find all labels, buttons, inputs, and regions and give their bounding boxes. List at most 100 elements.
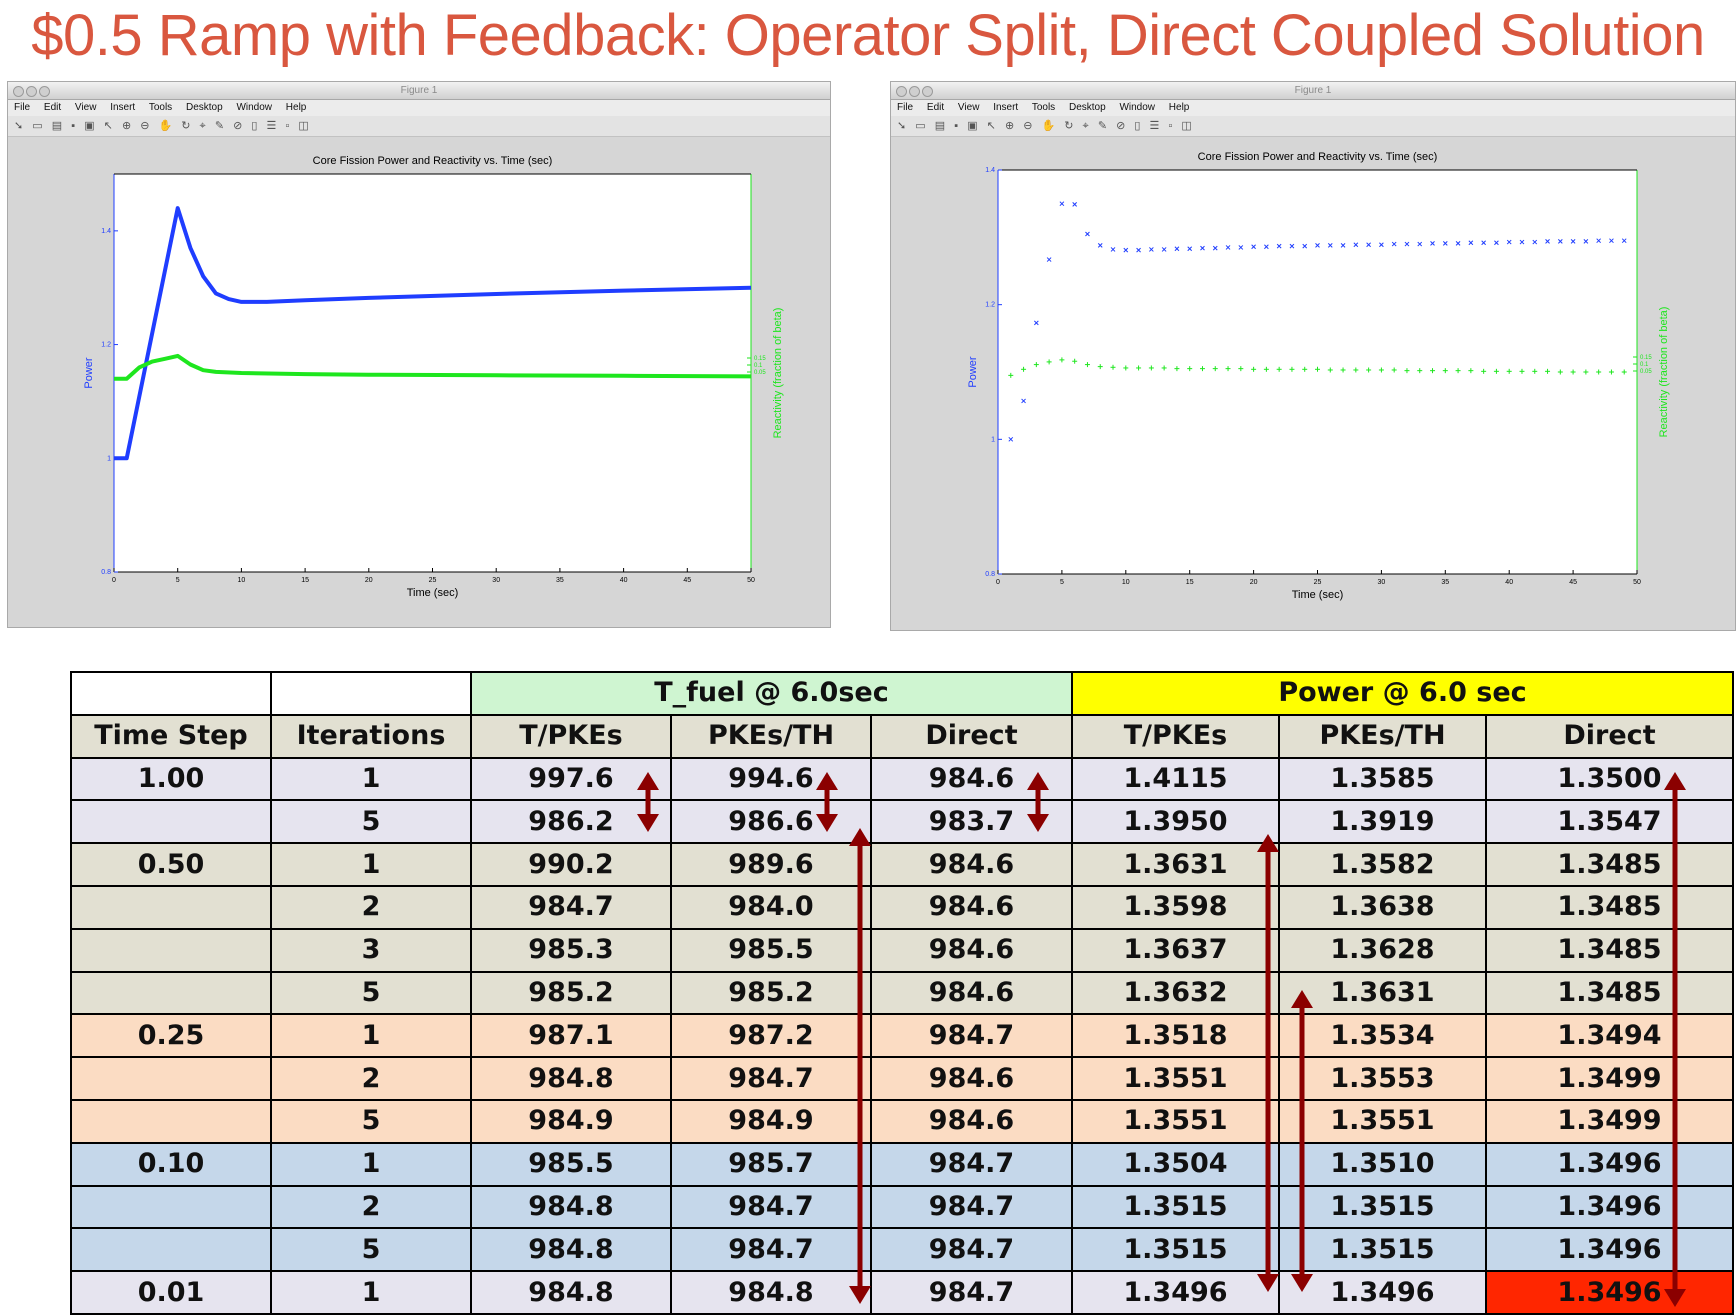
- table-cell: 1.3496: [1484, 1270, 1735, 1315]
- x-tick-label: 15: [1186, 579, 1194, 586]
- marker-stroke: [1085, 231, 1090, 237]
- brush-icon[interactable]: ✎: [1097, 120, 1111, 132]
- pan-hand-icon[interactable]: ✋: [158, 120, 176, 132]
- dock-icon[interactable]: ◫: [1181, 120, 1195, 132]
- x-tick-label: 50: [1633, 579, 1641, 586]
- save-icon[interactable]: ▪: [71, 120, 79, 132]
- open-file-icon[interactable]: ▤: [51, 120, 66, 132]
- hide-tools-icon[interactable]: ▫: [1168, 120, 1176, 132]
- data-cursor-icon[interactable]: ⌖: [199, 120, 209, 132]
- dock-icon[interactable]: ◫: [298, 120, 312, 132]
- menu-window[interactable]: Window: [1119, 102, 1156, 113]
- marker-stroke: [1302, 243, 1308, 249]
- power-data-point: [1302, 243, 1308, 249]
- select-pointer-icon[interactable]: ↖: [986, 120, 999, 132]
- new-figure-icon[interactable]: ▭: [32, 120, 46, 132]
- y2-tick-label: 0.05: [1640, 369, 1652, 375]
- link-plot-icon[interactable]: ⊘: [1116, 120, 1129, 132]
- table-cell: 1.3551: [1071, 1056, 1280, 1101]
- column-header: T/PKEs: [1071, 713, 1280, 759]
- table-cell: 1.3485: [1484, 927, 1735, 973]
- marker-stroke: [1506, 239, 1512, 245]
- menu-tools[interactable]: Tools: [1031, 102, 1056, 113]
- window-close-button[interactable]: [13, 86, 24, 97]
- table-cell: 1.3515: [1278, 1227, 1487, 1273]
- pan-hand-icon[interactable]: ✋: [1041, 120, 1059, 132]
- window-zoom-button[interactable]: [922, 86, 933, 97]
- figure-window-titlebar: Figure 1: [891, 82, 1735, 100]
- table-cell: 5: [270, 1098, 472, 1144]
- table-cell: 984.6: [870, 884, 1073, 930]
- zoom-out-icon[interactable]: ⊖: [140, 120, 153, 132]
- arrow-tool-icon[interactable]: ➘: [897, 120, 910, 132]
- menu-tools[interactable]: Tools: [148, 102, 173, 113]
- menu-desktop[interactable]: Desktop: [185, 102, 223, 113]
- power-data-point: [1315, 243, 1320, 248]
- reactivity-data-point: [1378, 367, 1384, 373]
- column-header: Iterations: [270, 713, 472, 759]
- menu-file[interactable]: File: [897, 102, 914, 113]
- menu-desktop[interactable]: Desktop: [1068, 102, 1106, 113]
- rotate-3d-icon[interactable]: ↻: [1064, 120, 1077, 132]
- table-cell: 984.8: [470, 1184, 672, 1230]
- colorbar-icon[interactable]: ▯: [1134, 120, 1144, 132]
- table-cell: 984.6: [870, 927, 1073, 973]
- reactivity-data-point: [1481, 368, 1487, 374]
- print-icon[interactable]: ▣: [84, 120, 98, 132]
- reactivity-data-point: [1046, 359, 1052, 365]
- reactivity-data-point: [1302, 366, 1308, 372]
- colorbar-icon[interactable]: ▯: [251, 120, 261, 132]
- zoom-in-icon[interactable]: ⊕: [1004, 120, 1018, 132]
- zoom-out-icon[interactable]: ⊖: [1023, 120, 1036, 132]
- window-minimize-button[interactable]: [26, 86, 37, 97]
- menu-file[interactable]: File: [14, 102, 31, 113]
- menu-window[interactable]: Window: [236, 102, 273, 113]
- table-cell: 1.3515: [1278, 1184, 1487, 1230]
- window-minimize-button[interactable]: [909, 86, 920, 97]
- brush-icon[interactable]: ✎: [214, 120, 228, 132]
- window-close-button[interactable]: [896, 86, 907, 97]
- table-cell: 5: [270, 799, 472, 845]
- table-cell: 984.7: [670, 1184, 872, 1230]
- menu-edit[interactable]: Edit: [43, 102, 62, 113]
- legend-icon[interactable]: ☰: [266, 120, 280, 132]
- print-icon[interactable]: ▣: [967, 120, 981, 132]
- marker-stroke: [1110, 247, 1116, 252]
- window-zoom-button[interactable]: [39, 86, 50, 97]
- marker-stroke: [1609, 238, 1614, 244]
- menu-edit[interactable]: Edit: [926, 102, 945, 113]
- power-data-point: [1506, 239, 1512, 245]
- rotate-3d-icon[interactable]: ↻: [181, 120, 194, 132]
- table-cell: 1.3485: [1484, 842, 1735, 887]
- chart-title: Core Fission Power and Reactivity vs. Ti…: [313, 155, 553, 167]
- table-cell: 985.5: [470, 1141, 672, 1187]
- menu-view[interactable]: View: [74, 102, 97, 113]
- menu-insert[interactable]: Insert: [110, 102, 136, 113]
- table-cell: 984.6: [870, 1098, 1073, 1144]
- new-figure-icon[interactable]: ▭: [915, 120, 929, 132]
- hide-tools-icon[interactable]: ▫: [285, 120, 293, 132]
- marker-stroke: [1468, 240, 1474, 246]
- slide-title: $0.5 Ramp with Feedback: Operator Split,…: [31, 3, 1705, 68]
- marker-stroke: [1366, 242, 1371, 248]
- power-data-point: [1072, 201, 1078, 207]
- data-cursor-icon[interactable]: ⌖: [1082, 120, 1092, 132]
- arrow-tool-icon[interactable]: ➘: [14, 120, 27, 132]
- select-pointer-icon[interactable]: ↖: [103, 120, 116, 132]
- menu-help[interactable]: Help: [285, 102, 307, 113]
- marker-stroke: [1596, 238, 1602, 244]
- menu-view[interactable]: View: [957, 102, 980, 113]
- table-row: 5 986.2 986.6 983.7 1.3950 1.3919 1.3547: [70, 799, 1735, 845]
- table-row: 5 984.8 984.7 984.7 1.3515 1.3515 1.3496: [70, 1227, 1735, 1273]
- open-file-icon[interactable]: ▤: [934, 120, 949, 132]
- menu-insert[interactable]: Insert: [993, 102, 1019, 113]
- legend-icon[interactable]: ☰: [1149, 120, 1163, 132]
- menu-help[interactable]: Help: [1168, 102, 1190, 113]
- marker-stroke: [1570, 239, 1576, 244]
- link-plot-icon[interactable]: ⊘: [233, 120, 246, 132]
- table-cell: 1.3496: [1484, 1227, 1735, 1273]
- table-cell: 984.7: [870, 1141, 1073, 1187]
- save-icon[interactable]: ▪: [954, 120, 962, 132]
- zoom-in-icon[interactable]: ⊕: [121, 120, 135, 132]
- group-header-row: T_fuel @ 6.0sec Power @ 6.0 sec: [70, 671, 1735, 716]
